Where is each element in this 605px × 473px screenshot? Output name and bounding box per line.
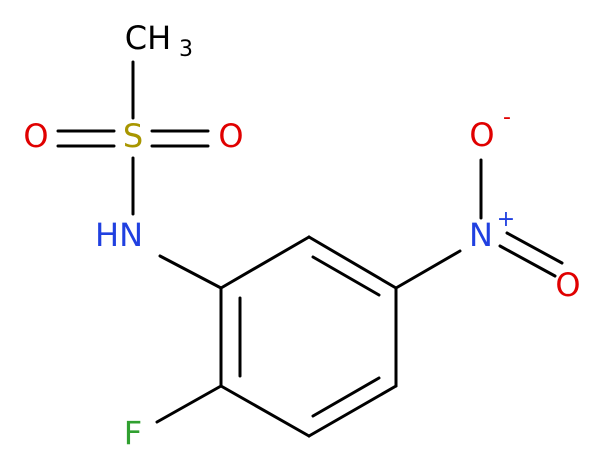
atom-label: O [23,117,48,155]
bond [155,384,223,424]
atom-label: O [218,117,243,155]
atom-label: O [555,266,580,304]
bond [307,235,398,290]
bond [498,244,557,278]
bond [219,384,311,438]
bond [158,254,223,290]
bond [219,235,311,290]
bond [394,249,462,290]
atom-label: O [469,116,494,154]
bond [311,255,381,297]
bonds [56,60,564,438]
atom-label: N [469,216,493,254]
bond [505,231,564,265]
atom-label: S [123,117,143,155]
bond [311,376,381,418]
atom-charge: - [503,105,511,130]
bond [307,384,398,438]
atom-charge: + [497,207,515,232]
atom-subscript: 3 [179,37,193,62]
atom-label: F [124,414,142,452]
atom-label: CH [125,19,171,57]
atom-label: HN [95,216,143,254]
